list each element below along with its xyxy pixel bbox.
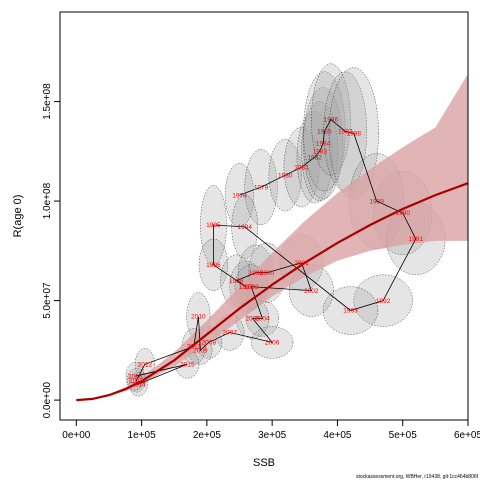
credit-text: stockassessment.org, WBHer, r19438, git:… [356,474,479,480]
y-tick-label: 1.5e+08 [42,83,53,120]
year-label-1997: 1997 [239,284,254,291]
year-label-1981: 1981 [294,164,309,171]
year-label-1990: 1990 [395,210,410,217]
year-label-1984: 1984 [316,141,331,148]
year-label-2004: 2004 [255,316,270,323]
year-label-1996: 1996 [206,262,221,269]
year-label-1998: 1998 [229,278,244,285]
x-tick-label: 4e+05 [323,430,352,441]
confidence-band [76,73,468,401]
y-tick-label: 5.0e+07 [42,282,53,319]
year-label-1982: 1982 [307,154,322,161]
year-label-1995: 1995 [206,222,221,229]
x-tick-label: 3e+05 [258,430,287,441]
year-label-1983: 1983 [313,149,328,156]
year-label-2000: 2000 [260,270,275,277]
year-label-2016: 2016 [128,373,143,380]
year-label-2002: 2002 [304,288,319,295]
year-label-2005: 2005 [245,316,260,323]
year-label-2012: 2012 [138,361,153,368]
year-label-2001: 2001 [294,260,309,267]
x-tick-label: 6e+05 [454,430,480,441]
y-tick-label: 1.0e+08 [42,182,53,219]
year-label-1985: 1985 [317,129,332,136]
year-label-2003: 2003 [244,284,259,291]
stock-recruitment-curve [76,182,468,402]
x-tick-label: 0e+00 [62,430,91,441]
year-label-2010: 2010 [191,314,206,321]
y-tick-label: 0.0e+00 [42,381,53,418]
y-axis-title: R(age 0) [12,195,24,238]
year-label-1993: 1993 [343,308,358,315]
year-label-2011: 2011 [187,344,201,351]
year-label-1978: 1978 [232,192,247,199]
year-label-2009: 2009 [193,348,208,355]
y-axis: 0.0e+00 5.0e+07 1.0e+08 1.5e+08 [42,83,61,418]
year-label-1986: 1986 [324,117,339,124]
year-label-1987: 1987 [338,129,353,136]
year-label-1992: 1992 [376,298,391,305]
year-label-2007: 2007 [222,330,237,337]
year-label-1994: 1994 [238,224,253,231]
year-trajectory-line [135,118,417,385]
year-label-1980: 1980 [278,172,293,179]
year-label-1988: 1988 [347,131,362,138]
year-label-1999: 1999 [249,270,264,277]
x-tick-label: 1e+05 [128,430,157,441]
x-axis-title: SSB [253,457,275,469]
year-label-2014: 2014 [131,381,146,388]
year-label-2015: 2015 [180,361,195,368]
x-tick-label: 2e+05 [193,430,222,441]
year-label-2013: 2013 [129,377,144,384]
year-label-2008: 2008 [202,340,217,347]
year-label-1991: 1991 [409,236,424,243]
year-label-1979: 1979 [254,184,269,191]
x-tick-label: 5e+05 [389,430,418,441]
year-label-1989: 1989 [369,198,384,205]
x-axis: 0e+00 1e+05 2e+05 3e+05 4e+05 5e+05 6e+05 [62,419,480,441]
year-label-2006: 2006 [265,340,280,347]
